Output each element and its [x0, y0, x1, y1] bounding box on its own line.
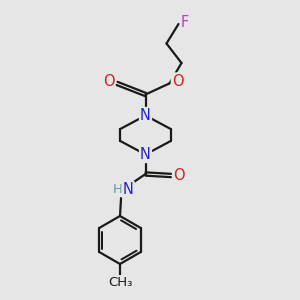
Text: O: O [103, 74, 114, 88]
Text: F: F [181, 15, 189, 30]
Text: CH₃: CH₃ [108, 276, 132, 289]
Text: O: O [173, 168, 185, 183]
Text: N: N [140, 147, 151, 162]
Text: H: H [113, 183, 123, 196]
Text: N: N [123, 182, 134, 197]
Text: O: O [172, 74, 183, 88]
Text: N: N [140, 108, 151, 123]
